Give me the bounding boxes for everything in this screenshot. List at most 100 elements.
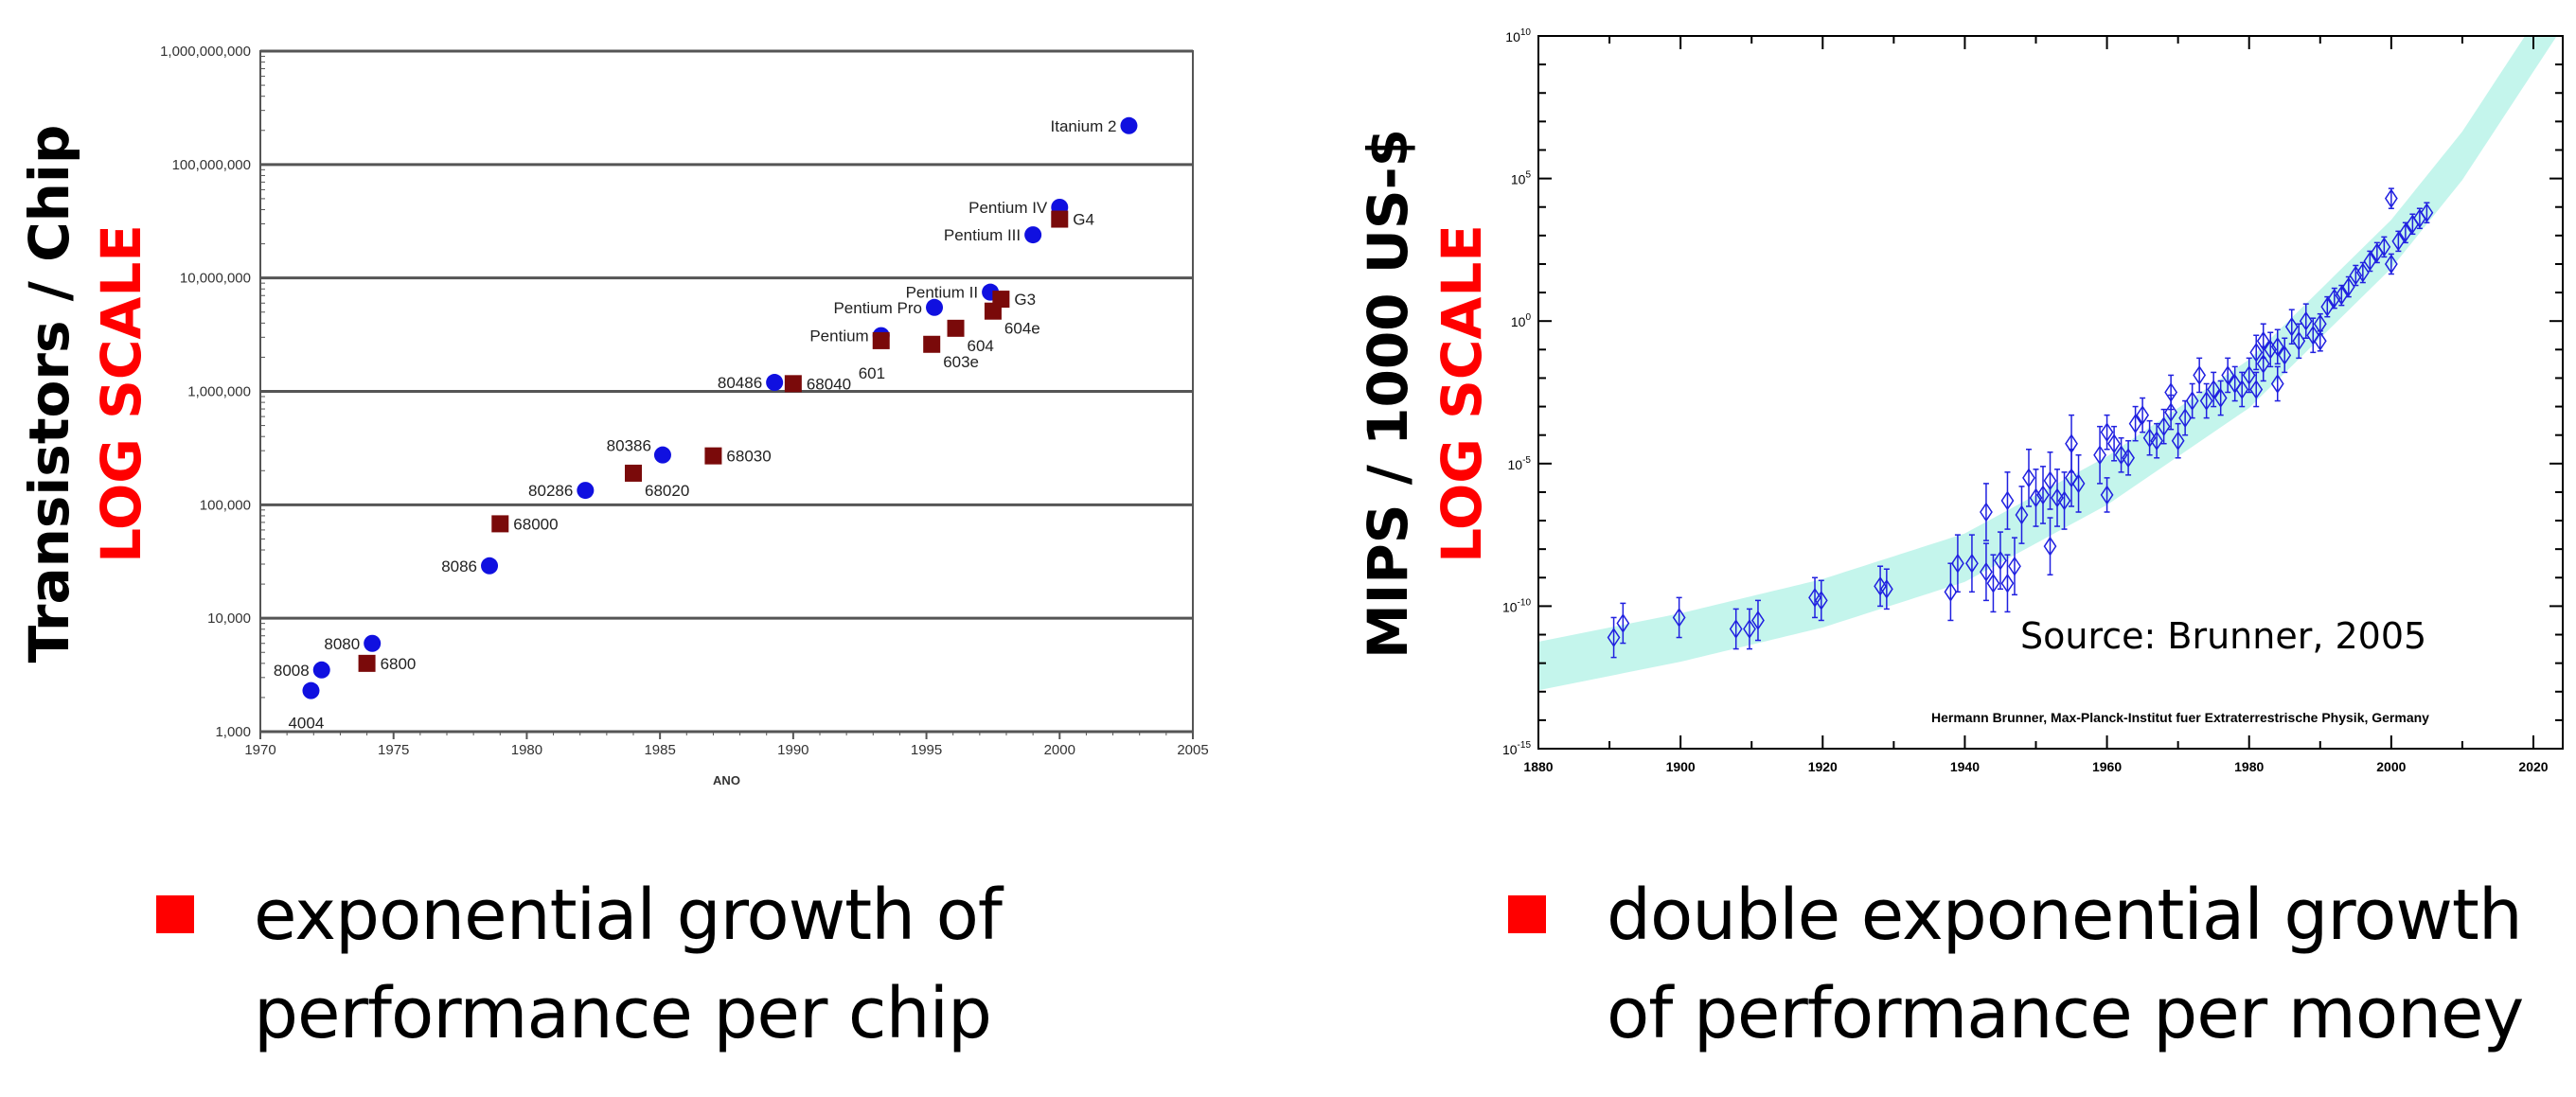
point-label: Pentium Pro bbox=[833, 299, 922, 317]
y-tick-label: 10,000 bbox=[207, 610, 251, 627]
data-point bbox=[2320, 296, 2335, 317]
y-tick-label: 1,000,000,000 bbox=[160, 44, 251, 60]
point-label: Pentium IV bbox=[968, 199, 1048, 217]
left-bullet-text: exponential growth of performance per ch… bbox=[254, 866, 1003, 1063]
data-point bbox=[2335, 285, 2349, 306]
y-tick-label: 100,000,000 bbox=[172, 157, 251, 173]
data-point bbox=[2065, 468, 2078, 488]
intel-point bbox=[653, 446, 671, 464]
data-point bbox=[2193, 365, 2207, 385]
right-bullet-line-1: double exponential growth bbox=[1607, 875, 2523, 956]
data-point bbox=[2384, 254, 2398, 274]
data-point bbox=[1951, 553, 1964, 574]
data-point bbox=[2100, 422, 2114, 443]
y-tick-label: 10-15 bbox=[1502, 740, 1531, 757]
data-point bbox=[2284, 316, 2299, 337]
data-point bbox=[2093, 445, 2106, 466]
data-point bbox=[2171, 431, 2185, 451]
data-point bbox=[2051, 487, 2064, 508]
data-point bbox=[2384, 188, 2398, 209]
data-point bbox=[2391, 231, 2406, 252]
data-point bbox=[2249, 342, 2264, 363]
data-point bbox=[2420, 203, 2434, 223]
left-bullet-line-1: exponential growth of bbox=[254, 875, 1003, 956]
data-point bbox=[2164, 402, 2178, 422]
motorola-point bbox=[992, 291, 1010, 309]
y-tick-label: 1,000 bbox=[215, 724, 251, 740]
intel-point bbox=[1024, 226, 1042, 244]
data-point bbox=[2136, 405, 2150, 425]
y-tick-label: 105 bbox=[1511, 170, 1532, 187]
point-label: 603e bbox=[943, 353, 979, 371]
data-point bbox=[2278, 345, 2292, 365]
right-y-axis-log-note: LOG SCALE bbox=[1430, 224, 1494, 563]
motorola-point bbox=[947, 319, 965, 337]
data-point bbox=[2207, 380, 2221, 399]
x-tick-label: 2000 bbox=[2376, 759, 2406, 774]
data-point bbox=[1616, 613, 1630, 633]
motorola-point bbox=[704, 447, 722, 465]
x-tick-label: 1985 bbox=[644, 742, 675, 758]
data-point bbox=[2398, 222, 2412, 243]
data-point bbox=[1980, 561, 1993, 582]
point-label: 6800 bbox=[381, 655, 417, 673]
data-point bbox=[1672, 608, 1686, 628]
data-point bbox=[2150, 431, 2164, 451]
x-tick-label: 1900 bbox=[1666, 759, 1696, 774]
data-point bbox=[2185, 391, 2199, 411]
y-tick-label: 10-5 bbox=[1508, 455, 1532, 472]
point-label: 4004 bbox=[288, 715, 324, 733]
motorola-point bbox=[872, 331, 890, 349]
point-label: Pentium bbox=[809, 327, 868, 345]
data-point bbox=[2235, 380, 2249, 399]
point-label: 68020 bbox=[645, 482, 689, 500]
point-label: 8086 bbox=[441, 557, 477, 575]
data-point bbox=[2313, 330, 2327, 351]
data-point bbox=[2022, 468, 2035, 488]
data-point bbox=[2249, 380, 2264, 399]
data-point bbox=[2228, 374, 2242, 394]
data-point bbox=[2242, 365, 2256, 385]
data-point bbox=[2157, 416, 2171, 436]
y-tick-label: 10-10 bbox=[1502, 597, 1531, 614]
intel-point bbox=[302, 681, 320, 699]
data-point bbox=[1980, 502, 1993, 522]
left-y-axis-log-note: LOG SCALE bbox=[89, 224, 153, 563]
y-tick-label: 1,000,000 bbox=[187, 384, 251, 400]
intel-point bbox=[926, 298, 944, 316]
data-point bbox=[1944, 581, 1958, 602]
x-tick-label: 1980 bbox=[2234, 759, 2264, 774]
intel-point bbox=[312, 661, 330, 679]
data-point bbox=[2270, 336, 2284, 357]
x-tick-label: 1920 bbox=[1808, 759, 1838, 774]
left-bullet-line-2: performance per chip bbox=[254, 973, 992, 1054]
data-point bbox=[2000, 490, 2015, 511]
point-label: 604 bbox=[968, 337, 994, 355]
y-tick-label: 100,000 bbox=[200, 497, 251, 513]
x-tick-label: 1970 bbox=[244, 742, 275, 758]
y-tick-label: 10,000,000 bbox=[180, 271, 251, 287]
data-point bbox=[2142, 428, 2157, 449]
credit-annotation: Hermann Brunner, Max-Planck-Institut fue… bbox=[1931, 710, 2429, 725]
bullet-icon bbox=[1508, 895, 1546, 933]
x-tick-label: 1995 bbox=[911, 742, 942, 758]
x-tick-label: 1980 bbox=[511, 742, 542, 758]
point-label: 80486 bbox=[718, 374, 762, 392]
data-point bbox=[1879, 578, 1893, 599]
data-point bbox=[2000, 573, 2015, 593]
x-tick-label: 2005 bbox=[1177, 742, 1208, 758]
data-point bbox=[2015, 504, 2029, 525]
data-point bbox=[2292, 330, 2306, 351]
data-point bbox=[2100, 485, 2114, 505]
x-tick-label: 2020 bbox=[2518, 759, 2548, 774]
left-y-axis-title: Transistors / Chip bbox=[17, 124, 81, 664]
data-point bbox=[2178, 408, 2193, 428]
data-point bbox=[1965, 553, 1979, 574]
point-label: Pentium II bbox=[906, 284, 979, 302]
data-point bbox=[1743, 619, 1756, 639]
point-label: 80386 bbox=[607, 437, 651, 455]
data-point bbox=[2270, 374, 2284, 394]
data-point bbox=[2057, 490, 2071, 511]
x-tick-label: 2000 bbox=[1044, 742, 1075, 758]
